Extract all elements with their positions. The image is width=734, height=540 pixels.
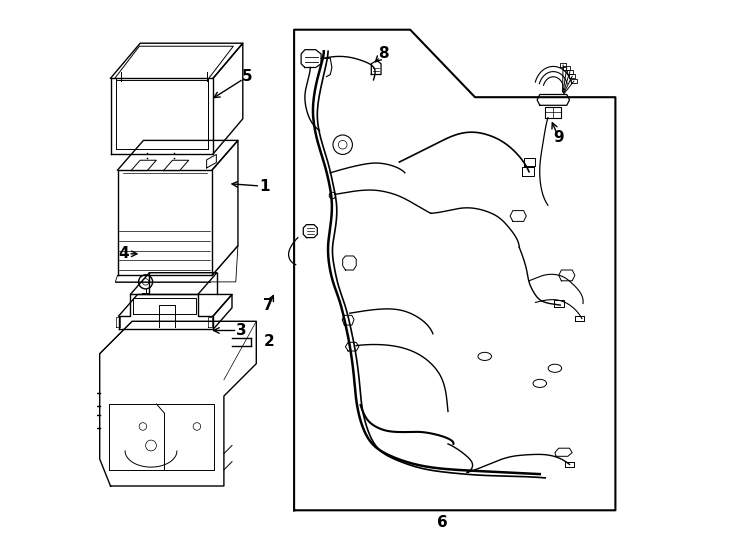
Text: 9: 9: [553, 130, 564, 145]
Text: 5: 5: [241, 69, 252, 84]
Text: 6: 6: [437, 515, 448, 530]
Text: 3: 3: [236, 323, 247, 338]
Text: 2: 2: [264, 334, 274, 349]
Text: 1: 1: [259, 179, 269, 194]
Text: 8: 8: [378, 46, 388, 62]
Text: 7: 7: [264, 298, 274, 313]
Text: 4: 4: [119, 246, 129, 261]
